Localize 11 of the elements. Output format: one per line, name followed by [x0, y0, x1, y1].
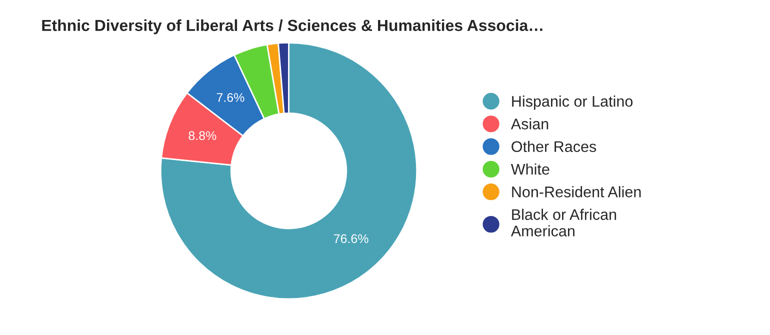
data-label: 8.8%	[188, 131, 216, 140]
data-label: 76.6%	[334, 234, 368, 244]
donut-slice	[160, 42, 418, 300]
legend-label: Asian	[510, 118, 548, 130]
chart-title: Ethnic Diversity of Liberal Arts / Sciences & Humanities Associa…	[42, 19, 542, 34]
legend-label: Hispanic or Latino	[512, 96, 633, 110]
legend-label: Non-Resident Alien	[512, 186, 641, 198]
legend-label: White	[510, 163, 550, 175]
legend-label: Other Races	[512, 140, 596, 152]
legend-label: Black or African American	[510, 208, 616, 236]
data-label: 7.6%	[216, 93, 244, 102]
